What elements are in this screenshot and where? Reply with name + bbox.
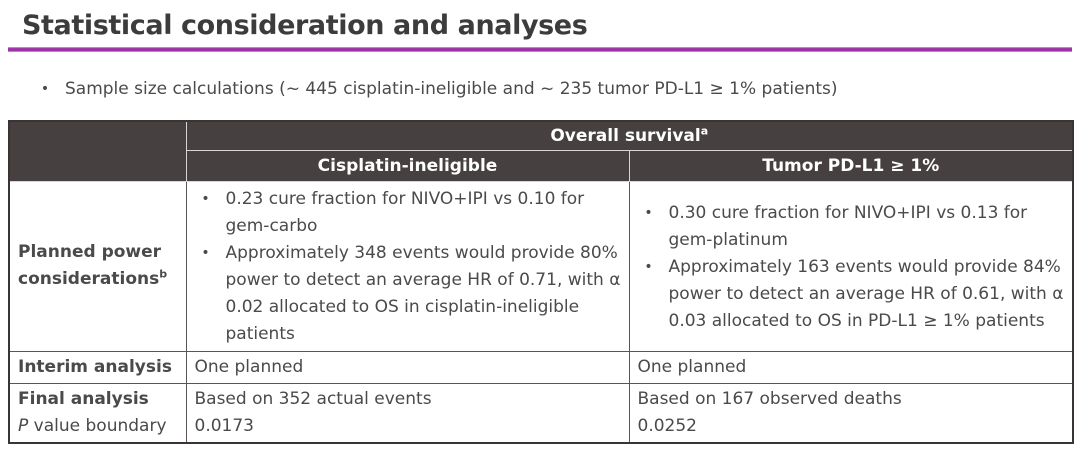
planned-power-label: Planned power considerationsb [8,180,187,352]
final-analysis-row: Final analysis P value boundary Based on… [8,382,1074,444]
overall-survival-header: Overall survivala [185,120,1074,151]
sample-size-text: Sample size calculations (~ 445 cisplati… [65,79,838,99]
tumor-pdl1-header: Tumor PD-L1 ≥ 1% [628,149,1074,182]
interim-analysis-label: Interim analysis [8,350,187,384]
final-cisplatin-pvalue: 0.0173 [194,415,254,436]
planned-power-footnote-sup: b [159,267,168,281]
bullet-icon: • [201,245,210,261]
pdl1-bullet-1: 0.30 cure fraction for NIVO+IPI vs 0.13 … [668,202,1028,250]
bullet-icon: • [40,81,50,97]
final-analysis-label-line1: Final analysis [18,388,149,409]
planned-power-row: Planned power considerationsb • 0.23 cur… [8,180,1074,352]
interim-cisplatin-cell: One planned [185,350,630,384]
bullet-icon: • [644,204,653,221]
p-value-boundary-label: P value boundary [18,413,178,440]
interim-pdl1-cell: One planned [628,350,1074,384]
list-item: • Approximately 163 events would provide… [638,254,1065,335]
list-item: • 0.23 cure fraction for NIVO+IPI vs 0.1… [195,186,621,240]
title-underline [8,47,1072,52]
final-pdl1-pvalue: 0.0252 [637,415,697,436]
cisplatin-ineligible-header: Cisplatin-ineligible [185,149,630,182]
statistics-table: Overall survivala Cisplatin-ineligible T… [8,120,1075,444]
p-italic: P [18,415,29,436]
bullet-icon: • [201,191,210,207]
table-header-group-row: Overall survivala [8,120,1074,182]
p-value-boundary-rest: value boundary [28,415,167,436]
final-pdl1-cell: Based on 167 observed deaths 0.0252 [628,382,1074,444]
interim-analysis-row: Interim analysis One planned One planned [8,350,1074,384]
sample-size-bullet: • Sample size calculations (~ 445 cispla… [38,77,1080,101]
cisplatin-bullet-2: Approximately 348 events would provide 8… [225,243,621,344]
overall-survival-label: Overall survival [550,125,701,146]
cisplatin-bullet-list: • 0.23 cure fraction for NIVO+IPI vs 0.1… [195,186,621,348]
page-title: Statistical consideration and analyses [22,10,588,41]
final-cisplatin-cell: Based on 352 actual events 0.0173 [185,382,630,444]
planned-power-cisplatin-cell: • 0.23 cure fraction for NIVO+IPI vs 0.1… [185,180,630,352]
final-pdl1-events: Based on 167 observed deaths [637,388,902,409]
table-header-cols-row: Cisplatin-ineligible Tumor PD-L1 ≥ 1% [9,149,1074,182]
planned-power-pdl1-cell: • 0.30 cure fraction for NIVO+IPI vs 0.1… [628,180,1074,352]
list-item: • Approximately 348 events would provide… [195,240,621,348]
final-analysis-label: Final analysis P value boundary [8,382,187,444]
final-cisplatin-events: Based on 352 actual events [194,388,432,409]
cisplatin-bullet-1: 0.23 cure fraction for NIVO+IPI vs 0.10 … [225,189,585,236]
pdl1-bullet-2: Approximately 163 events would provide 8… [668,256,1064,331]
pdl1-bullet-list: • 0.30 cure fraction for NIVO+IPI vs 0.1… [638,200,1065,335]
planned-power-label-text: Planned power considerations [18,242,162,289]
overall-survival-footnote-sup: a [700,124,709,138]
table-corner-cell [8,120,187,182]
list-item: • 0.30 cure fraction for NIVO+IPI vs 0.1… [638,200,1065,254]
bullet-icon: • [644,258,653,275]
